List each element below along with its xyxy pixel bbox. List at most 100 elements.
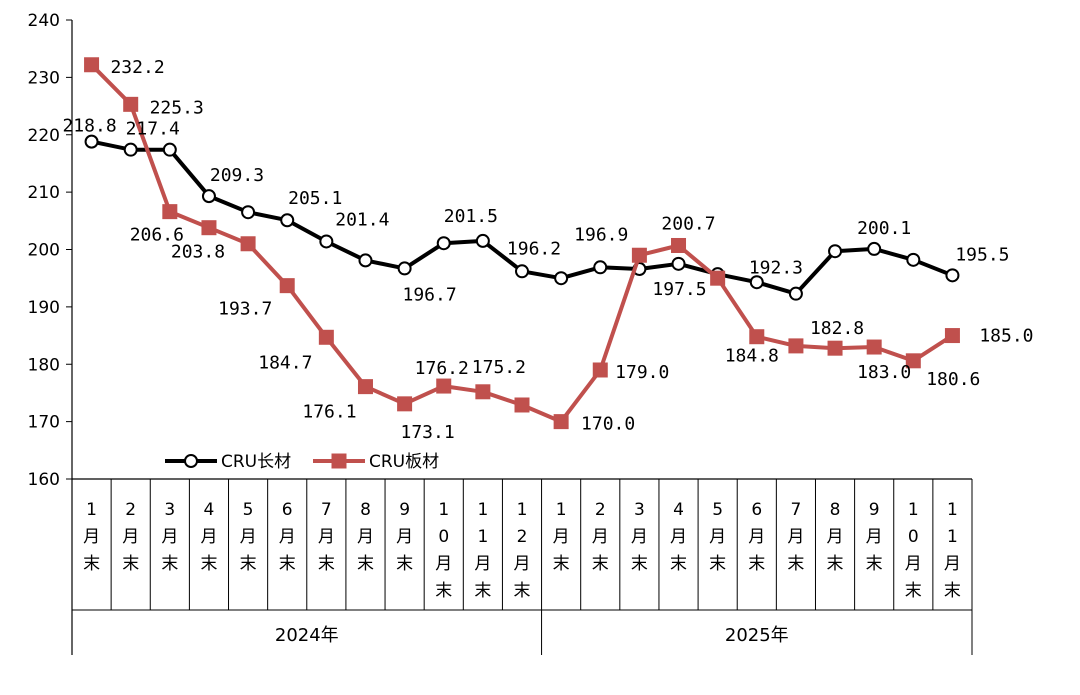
x-category-label: 6 月末 [748,500,765,574]
x-category-label: 1 0 月末 [905,500,922,601]
year-group-label: 2025年 [725,625,789,646]
x-category-label: 6 月末 [279,500,296,574]
x-category-label: 1 1 月末 [474,500,491,601]
data-point-long-products [319,234,334,249]
data-label: 232.2 [110,57,164,78]
data-point-flat-products [357,379,373,395]
data-point-flat-products [788,338,804,354]
data-point-long-products [84,134,99,149]
data-label: 180.6 [926,369,980,390]
data-point-long-products [475,233,490,248]
data-label: 173.1 [401,422,455,443]
data-point-flat-products [162,204,178,220]
y-tick-label: 240 [28,11,60,31]
data-point-flat-products [436,378,452,394]
data-label: 218.8 [62,116,116,137]
data-point-flat-products [201,220,217,236]
y-tick-label: 160 [28,470,60,490]
y-tick-label: 200 [28,241,60,261]
data-label: 200.1 [857,218,911,239]
data-label: 193.7 [218,299,272,320]
x-category-label: 5 月末 [240,500,257,574]
data-point-long-products [397,261,412,276]
data-label: 182.8 [810,318,864,339]
data-point-long-products [554,271,569,286]
axes: 160 170 180 190 200 210 220 230 240 1 月末 2 月末 3 月末 4 月末 5… [28,11,973,655]
data-point-flat-products [123,96,139,112]
x-category-label: 3 月末 [631,500,648,574]
x-category-label: 9 月末 [866,500,883,574]
data-label: 196.9 [574,224,628,245]
data-label: 209.3 [210,165,264,186]
data-point-flat-products [592,362,608,378]
data-point-flat-products [866,339,882,355]
data-point-long-products [515,264,529,279]
data-point-flat-products [240,236,256,252]
x-category-label: 1 月末 [553,500,570,574]
legend-marker [331,453,347,469]
data-label: 201.4 [335,209,389,230]
data-point-flat-products [553,414,569,430]
data-point-long-products [201,189,216,204]
data-point-long-products [867,241,882,256]
data-point-flat-products [279,278,295,294]
x-category-label: 9 月末 [396,500,413,574]
data-label: 179.0 [615,362,669,383]
data-point-long-products [671,256,686,271]
y-tick-label: 220 [28,126,60,146]
data-point-long-products [828,244,843,259]
data-point-long-products [280,213,295,228]
data-point-long-products [241,205,256,220]
data-point-flat-products [749,329,765,345]
data-label: 195.5 [955,244,1009,265]
x-category-label: 3 月末 [161,500,178,574]
data-label: 192.3 [749,258,803,279]
x-category-label: 1 1 月末 [944,500,961,601]
data-label: 176.1 [302,402,356,423]
data-label: 185.0 [979,326,1033,347]
data-point-long-products [162,142,177,157]
x-category-label: 7 月末 [318,500,335,574]
data-label: 197.5 [652,279,706,300]
data-label: 203.8 [171,242,225,263]
legend: CRU长材 CRU板材 [165,452,439,472]
x-category-label: 8 月末 [827,500,844,574]
data-point-flat-products [944,328,960,344]
data-label: 196.2 [507,238,561,259]
x-category-label: 2 月末 [122,500,139,574]
x-category-label: 4 月末 [200,500,217,574]
data-point-flat-products [710,270,726,286]
x-category-label: 4 月末 [670,500,687,574]
x-category-label: 5 月末 [709,500,726,574]
y-tick-label: 170 [28,413,60,433]
x-category-label: 1 月末 [83,500,100,574]
data-point-flat-products [905,353,921,369]
x-category-label: 1 2 月末 [514,500,531,601]
data-point-long-products [749,275,764,290]
data-point-long-products [593,260,608,275]
data-point-long-products [436,236,451,251]
data-point-long-products [945,268,960,283]
series-layer [84,57,960,430]
y-tick-label: 230 [28,68,60,88]
year-group-label: 2024年 [275,625,339,646]
data-label: 184.7 [258,352,312,373]
data-label: 225.3 [150,97,204,118]
data-point-long-products [906,252,921,267]
data-label: 200.7 [661,213,715,234]
data-label: 201.5 [444,206,498,227]
x-category-label: 1 0 月末 [435,500,452,601]
y-tick-label: 180 [28,355,60,375]
data-point-long-products [788,286,803,301]
data-point-flat-products [827,340,843,356]
data-point-flat-products [475,384,491,400]
data-label: 196.7 [403,284,457,305]
data-label: 176.2 [415,358,469,379]
data-point-flat-products [631,247,647,263]
data-point-flat-products [671,237,687,253]
data-point-long-products [123,142,138,157]
y-tick-label: 210 [28,183,60,203]
data-point-long-products [358,253,373,268]
